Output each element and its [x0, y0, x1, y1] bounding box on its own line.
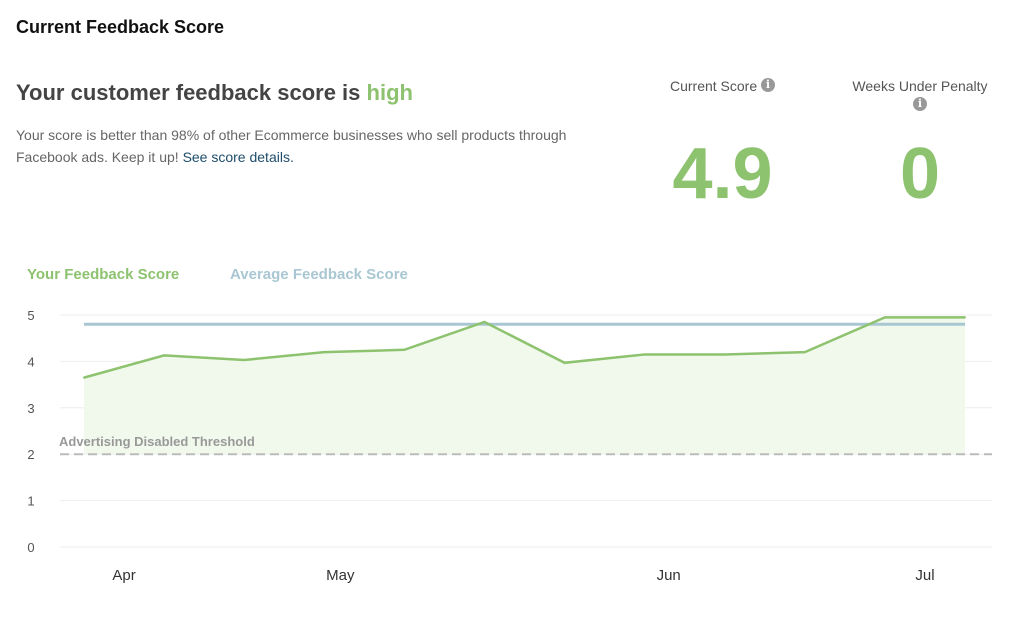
info-icon[interactable]: i: [761, 78, 776, 92]
score-point: [243, 359, 246, 362]
headline-text: Your customer feedback score is: [16, 80, 367, 105]
score-point: [563, 361, 566, 364]
current-score-stat: Current Score i 4.9: [640, 78, 805, 218]
penalty-value: 0: [899, 134, 941, 214]
score-point: [323, 351, 326, 354]
see-score-details-link[interactable]: See score details.: [182, 149, 294, 165]
description-text: Your score is better than 98% of other E…: [16, 127, 567, 165]
current-score-value: 4.9: [672, 134, 773, 214]
score-point: [403, 348, 406, 351]
score-point: [83, 376, 85, 379]
score-point: [883, 316, 886, 319]
score-point: [163, 354, 166, 357]
score-level: high: [366, 80, 413, 105]
threshold-label: Advertising Disabled Threshold: [59, 434, 255, 449]
your-score-line: [83, 316, 965, 379]
score-point: [723, 353, 726, 356]
score-area: [84, 317, 965, 455]
weeks-under-penalty-stat: Weeks Under Penalty i 0: [835, 78, 1005, 218]
x-tick-label: May: [326, 567, 355, 584]
y-tick-label: 2: [27, 447, 34, 462]
current-score-label: Current Score: [669, 78, 758, 94]
y-tick-label: 3: [27, 401, 34, 416]
legend-your-score[interactable]: Your Feedback Score: [27, 266, 180, 283]
info-icon[interactable]: i: [913, 97, 927, 111]
y-tick-label: 1: [27, 494, 34, 509]
y-tick-label: 0: [27, 540, 34, 555]
x-tick-label: Jun: [657, 567, 681, 584]
score-description: Your score is better than 98% of other E…: [16, 124, 586, 168]
score-point: [483, 320, 486, 323]
x-tick-label: Jul: [915, 567, 934, 584]
y-tick-label: 5: [27, 308, 34, 323]
score-point: [964, 316, 966, 319]
score-headline: Your customer feedback score is high: [16, 80, 413, 106]
penalty-label: Weeks Under Penalty: [852, 78, 988, 94]
x-tick-label: Apr: [112, 567, 135, 584]
legend-average-score[interactable]: Average Feedback Score: [230, 266, 408, 283]
score-point: [643, 353, 646, 356]
card-title: Current Feedback Score: [16, 17, 225, 37]
score-point: [803, 351, 806, 354]
y-tick-label: 4: [27, 354, 34, 369]
